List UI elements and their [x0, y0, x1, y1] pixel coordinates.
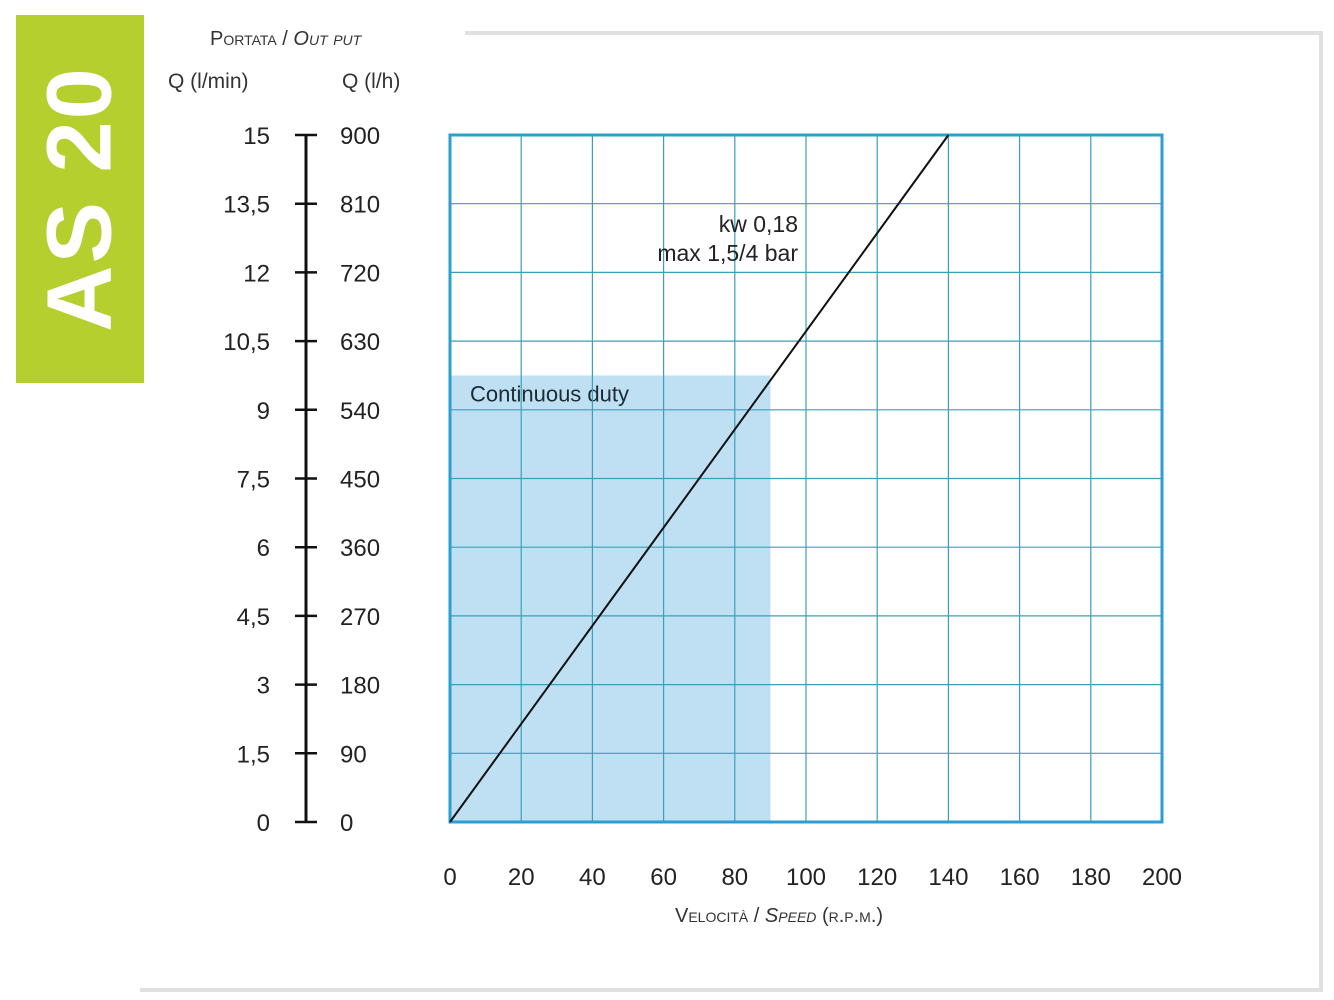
x-tick-label: 100 — [786, 864, 826, 891]
x-tick-label: 20 — [508, 864, 535, 891]
frame-right — [1319, 31, 1323, 992]
x-tick-label: 200 — [1142, 864, 1182, 891]
x-tick-label: 120 — [857, 864, 897, 891]
x-title-secondary: Speed — [764, 905, 817, 927]
x-title-main: Velocità — [675, 905, 749, 927]
frame-bottom — [140, 988, 1323, 992]
x-tick-label: 160 — [1000, 864, 1040, 891]
y-tick-label-lmin: 7,5 — [237, 467, 270, 494]
y-tick-label-lmin: 6 — [257, 535, 270, 562]
x-tick-label: 60 — [650, 864, 677, 891]
y-tick-label-lh: 0 — [340, 810, 353, 837]
x-tick-label: 80 — [721, 864, 748, 891]
y-tick-label-lh: 360 — [340, 535, 380, 562]
y-tick-label-lh: 180 — [340, 673, 380, 700]
y-tick-label-lmin: 4,5 — [237, 604, 270, 631]
y-tick-label-lh: 900 — [340, 123, 380, 150]
y-tick-label-lh: 810 — [340, 192, 380, 219]
y-tick-label-lmin: 1,5 — [237, 741, 270, 768]
plot-border — [448, 133, 1164, 824]
y-title-main: Portata — [210, 28, 277, 50]
continuous-duty-label: Continuous duty — [470, 381, 629, 406]
x-axis-title: Velocità / Speed (r.p.m.) — [675, 905, 884, 927]
y-unit-lmin: Q (l/min) — [168, 70, 249, 93]
y-tick-label-lmin: 10,5 — [223, 329, 270, 356]
series-label: kw 0,18 — [719, 211, 798, 237]
y-axis-title: Portata / Out put — [210, 28, 362, 50]
y-tick-label-lh: 450 — [340, 467, 380, 494]
y-tick-label-lh: 540 — [340, 398, 380, 425]
y-tick-label-lmin: 3 — [257, 673, 270, 700]
model-badge: AS 20 — [16, 15, 144, 383]
series-line — [449, 134, 950, 823]
y-tick-label-lh: 270 — [340, 604, 380, 631]
series-label-pressure: max 1,5/4 bar — [657, 240, 798, 266]
x-tick-label: 40 — [579, 864, 606, 891]
x-tick-label: 0 — [443, 864, 456, 891]
x-tick-label: 140 — [928, 864, 968, 891]
y-tick-label-lmin: 0 — [257, 810, 270, 837]
y-tick-label-lh: 720 — [340, 260, 380, 287]
y-tick-label-lmin: 12 — [243, 260, 270, 287]
y-tick-label-lmin: 13,5 — [223, 192, 270, 219]
y-tick-label-lmin: 9 — [257, 398, 270, 425]
y-title-secondary: Out put — [293, 28, 362, 50]
x-title-unit: (r.p.m.) — [821, 905, 884, 927]
y-tick-label-lh: 90 — [340, 741, 367, 768]
y-tick-label-lh: 630 — [340, 329, 380, 356]
y-tick-label-lmin: 15 — [243, 123, 270, 150]
frame-top — [465, 31, 1323, 35]
y-unit-lh: Q (l/h) — [342, 70, 401, 93]
x-tick-label: 180 — [1071, 864, 1111, 891]
